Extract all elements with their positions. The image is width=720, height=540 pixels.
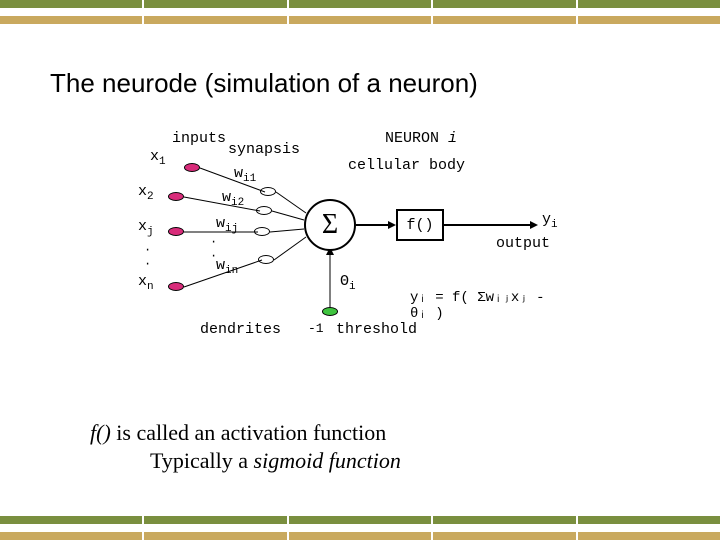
input-x1: x1 [150,148,166,168]
input-node-icon [168,282,184,291]
caption-line2: Typically a sigmoid function [150,448,401,474]
output-label: output [496,235,550,252]
equation: yᵢ = f( Σwᵢⱼxⱼ - θᵢ ) [410,289,560,322]
theta-label: Θi [340,273,356,293]
input-node-icon [168,227,184,236]
weight-node-icon [258,255,274,264]
decor-bar-top [0,0,720,24]
dots-w: ·· [210,235,217,263]
input-xn: xn [138,273,154,293]
activation-fn-box: f() [396,209,444,241]
neuron-diagram: inputs synapsis NEURON i cellular body x… [160,135,560,375]
dots-x: ·· [144,243,151,271]
input-node-icon [184,163,200,172]
threshold-node-icon [322,307,338,316]
weight-node-icon [254,227,270,236]
input-node-icon [168,192,184,201]
label-synapsis: synapsis [228,141,300,158]
sigma-node: Σ [304,199,356,251]
label-inputs: inputs [172,130,226,147]
weight-node-icon [260,187,276,196]
label-cellular-body: cellular body [348,157,465,174]
threshold-label: threshold [336,321,417,338]
decor-bar-bottom [0,516,720,540]
caption-line1: f() is called an activation function [90,420,386,446]
input-xj: xj [138,218,154,238]
output-symbol: yi [542,211,558,231]
weight-wi2: wi2 [222,189,244,209]
threshold-value: -1 [308,321,324,336]
weight-node-icon [256,206,272,215]
weight-win: win [216,257,238,277]
dendrites-label: dendrites [200,321,281,338]
weight-wi1: wi1 [234,165,256,185]
input-x2: x2 [138,183,154,203]
label-neuron: NEURON i [385,130,457,147]
weight-wij: wij [216,215,238,235]
page-title: The neurode (simulation of a neuron) [50,68,478,99]
